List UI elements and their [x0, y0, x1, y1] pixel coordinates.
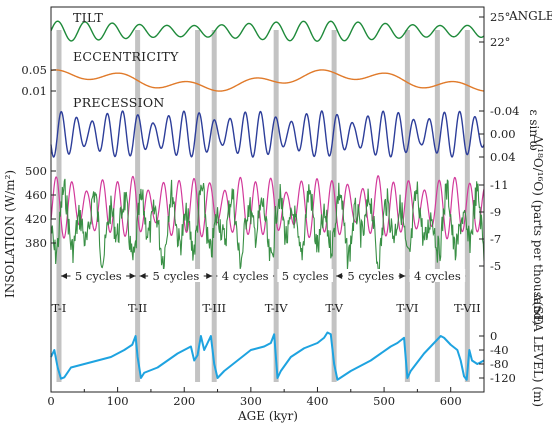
termination-band — [331, 30, 337, 382]
insolation-series — [50, 175, 485, 240]
x-tick-label: 500 — [373, 394, 395, 408]
termination-label: T-III — [202, 301, 226, 315]
precession-label: PRECESSION — [73, 95, 165, 110]
d18o-tick: -7 — [490, 232, 501, 246]
tilt-series — [50, 20, 485, 42]
ecc-tick: 0.01 — [21, 84, 47, 98]
tick-labels: T-I T-II T-III T-IV T-V T-VI T-VII 0 100 200 300 40… — [21, 10, 519, 408]
insolation-title: INSOLATION (W/m²) — [3, 170, 17, 298]
d18o-title: Δ(¹⁸O/¹⁶O) (parts per thousand) — [531, 135, 545, 325]
termination-label: T-I — [52, 301, 67, 315]
termination-label: T-II — [128, 301, 147, 315]
cycle-label: 4 cycles — [222, 269, 269, 283]
precession-tick: 0.00 — [490, 127, 516, 141]
x-tick-label: 100 — [107, 394, 129, 408]
precession-tick: 0.04 — [490, 150, 516, 164]
d18o-tick: -9 — [490, 205, 501, 219]
sealevel-tick: 0 — [490, 329, 497, 343]
insolation-tick: 420 — [25, 212, 47, 226]
insolation-tick: 460 — [25, 188, 47, 202]
termination-band — [56, 30, 62, 382]
cycle-arrowhead-right — [399, 273, 406, 279]
cycle-arrowhead-left — [139, 273, 146, 279]
sealevel-title: Δ(SEA LEVEL) (m) — [531, 293, 545, 407]
sea-level-series — [50, 331, 485, 381]
cycle-label: 5 cycles — [347, 269, 394, 283]
d18o-series — [50, 178, 485, 274]
tilt-label: TILT — [73, 10, 103, 25]
cycle-arrows: 5 cycles 5 cycles 4 cycles 5 cycles 5 cycles… — [60, 269, 466, 283]
termination-band — [273, 30, 279, 382]
angle-title-h: ANGLE — [508, 9, 552, 23]
text-labels: TILT ECCENTRICITY PRECESSION ANGLE ε sin… — [3, 9, 552, 423]
precession-series — [50, 110, 485, 158]
precession-tick: -0.04 — [490, 104, 520, 118]
insolation-tick: 500 — [25, 164, 47, 178]
cycle-arrowhead-right — [129, 273, 136, 279]
termination-label: T-VI — [396, 301, 418, 315]
sealevel-tick: -80 — [490, 357, 509, 371]
x-tick-label: 0 — [47, 394, 54, 408]
cycle-arrowhead-right — [206, 273, 213, 279]
cycle-label-bg — [342, 269, 399, 282]
cycle-label-bg — [70, 269, 127, 282]
sealevel-tick: -120 — [490, 371, 516, 385]
cycle-arrowhead-left — [60, 273, 67, 279]
termination-label: T-IV — [265, 301, 289, 315]
eccentricity-label: ECCENTRICITY — [73, 49, 179, 64]
cycle-label-bg — [148, 269, 204, 282]
cycle-label: 4 cycles — [414, 269, 461, 283]
insolation-tick: 380 — [25, 236, 47, 250]
x-tick-label: 400 — [306, 394, 328, 408]
eccentricity-series — [50, 69, 485, 92]
esinw-title: ε sin ω — [527, 109, 541, 151]
x-tick-label: 300 — [240, 394, 262, 408]
termination-label: T-VII — [454, 301, 481, 315]
x-tick-label: 200 — [173, 394, 195, 408]
cycle-label: 5 cycles — [282, 269, 329, 283]
cycle-label-bg — [277, 269, 333, 282]
cycle-label: 5 cycles — [75, 269, 122, 283]
termination-label: T-V — [325, 301, 343, 315]
cycle-label-bg — [409, 269, 466, 282]
sealevel-tick: -40 — [490, 343, 509, 357]
cycle-label-bg — [217, 269, 273, 282]
termination-band — [464, 30, 470, 382]
angle-tick: 22° — [490, 35, 510, 49]
x-axis-title: AGE (kyr) — [237, 409, 298, 423]
cycle-label: 5 cycles — [153, 269, 200, 283]
data-curves — [50, 20, 485, 381]
ecc-tick: 0.05 — [21, 63, 47, 77]
plot-frame — [50, 6, 485, 393]
angle-tick: 25° — [490, 10, 510, 24]
cycle-arrowhead-left — [336, 273, 343, 279]
axes — [50, 6, 485, 393]
d18o-tick: -11 — [490, 178, 509, 192]
termination-band — [404, 30, 410, 382]
d18o-tick: -5 — [490, 259, 501, 273]
x-tick-label: 600 — [440, 394, 462, 408]
termination-band — [434, 30, 440, 382]
